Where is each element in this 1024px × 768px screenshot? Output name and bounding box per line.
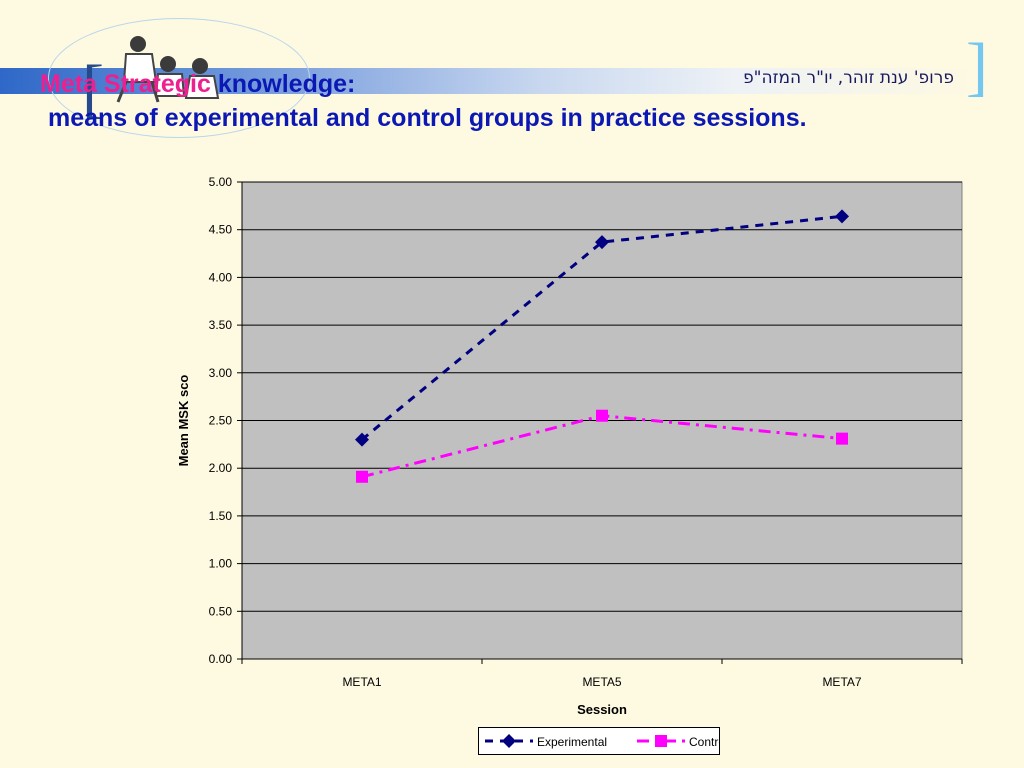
y-tick-label: 4.50 [209,223,233,237]
axes [237,181,963,664]
slide-title: Meta Strategic knowledge: [40,70,355,99]
x-tick-label: META5 [582,675,621,689]
marker-experimental [595,235,609,250]
author-line: פרופ' ענת זוהר, יו"ר המזה"פ [743,68,954,88]
children-clipart [116,36,220,103]
y-tick-label: 4.00 [209,270,233,284]
legend-marker-control [655,735,667,747]
marker-experimental [355,432,369,447]
x-tick-label: META1 [342,675,381,689]
y-tick-label: 3.00 [209,366,233,380]
left-bracket-ornament: [ [82,52,104,125]
gridlines [242,181,962,612]
y-tick-label: 5.00 [209,175,233,189]
decorative-ellipse [48,18,310,138]
legend-items: Experimental Control [485,734,728,749]
title-accent-text: Meta Strategic [40,70,211,98]
y-tick-label: 1.00 [209,557,233,571]
y-tick-label: 1.50 [209,509,233,523]
y-tick-label: 0.00 [209,652,233,666]
marker-control [596,409,608,422]
legend-label-experimental: Experimental [537,735,607,749]
x-axis-title: Session [577,702,627,717]
legend-marker-experimental [502,734,516,748]
y-tick-labels: 0.00 0.50 1.00 1.50 2.00 2.50 3.00 3.50 4.00 4.50… [209,175,233,666]
y-tick-label: 3.50 [209,318,233,332]
x-tick-label: META7 [822,675,861,689]
series-markers [355,209,849,483]
title-text: knowledge: [217,70,356,98]
right-bracket-ornament: ] [966,30,988,103]
x-tick-labels: META1 META5 META7 [342,675,861,689]
marker-control [836,432,848,445]
slide-subtitle: means of experimental and control groups… [48,104,807,132]
y-tick-label: 2.00 [209,461,233,475]
y-tick-label: 2.50 [209,414,233,428]
marker-experimental [835,209,849,224]
series-line-experimental [361,214,843,441]
chart-legend: Experimental Control [478,727,728,755]
legend-label-control: Control [689,735,719,749]
y-tick-label: 0.50 [209,604,233,618]
marker-control [356,470,368,483]
y-axis-title: Mean MSK sco [176,375,191,467]
